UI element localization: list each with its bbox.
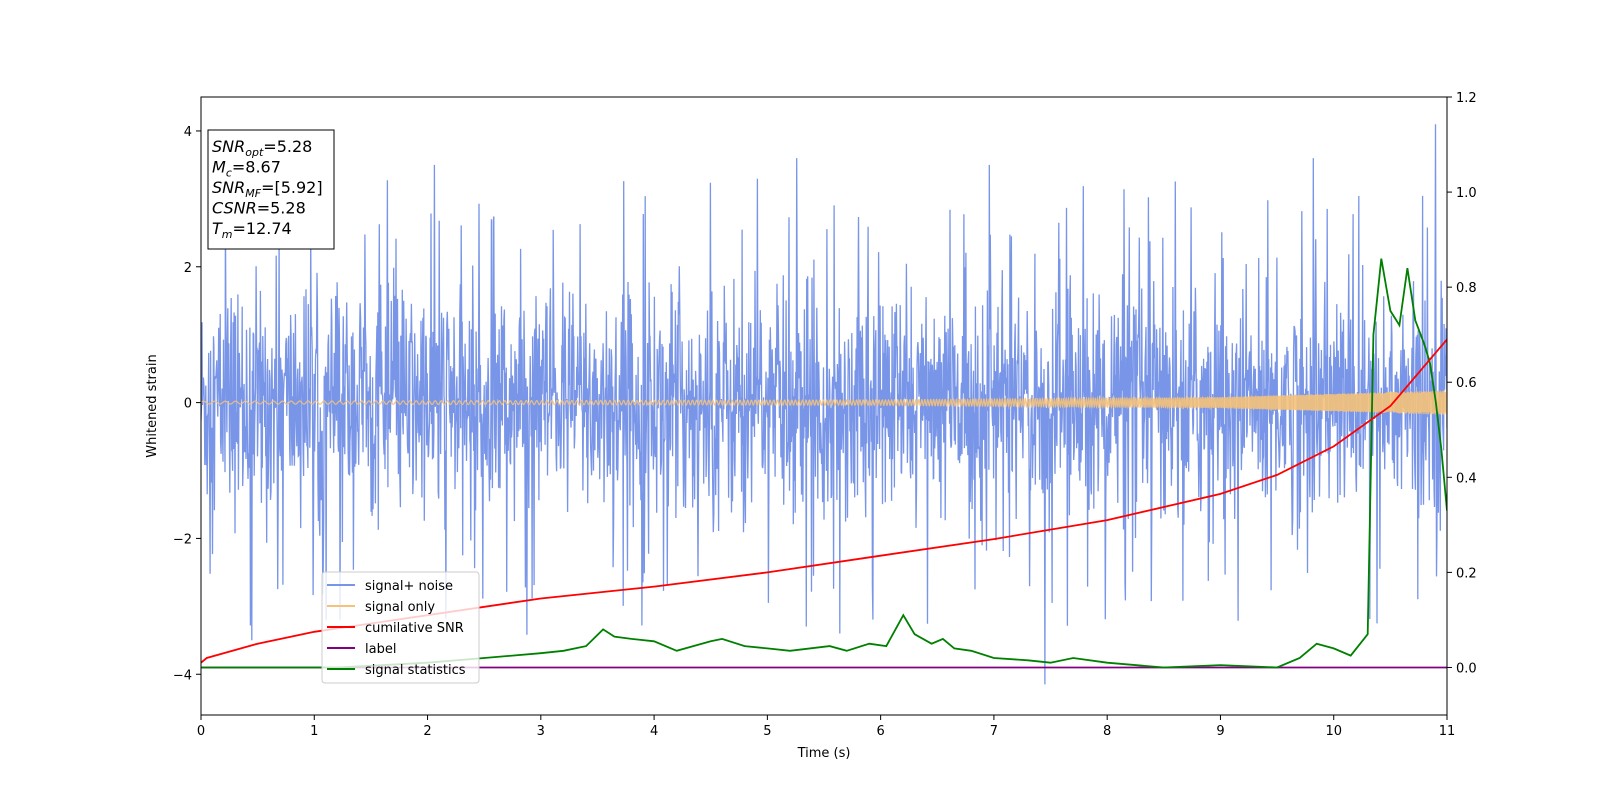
y-axis-label: Whitened strain bbox=[145, 354, 160, 457]
annotation-line: Tm=12.74 bbox=[212, 219, 292, 241]
annotation-line: SNRMF=[5.92] bbox=[212, 178, 323, 200]
x-tick-label: 4 bbox=[650, 724, 658, 739]
x-tick-label: 11 bbox=[1439, 724, 1456, 739]
y-left-tick-label: −2 bbox=[173, 532, 192, 547]
legend-label: cumilative SNR bbox=[365, 621, 464, 636]
x-tick-label: 1 bbox=[310, 724, 318, 739]
legend-label: signal statistics bbox=[365, 663, 466, 678]
y-right-tick-label: 0.6 bbox=[1456, 376, 1477, 391]
x-tick-label: 0 bbox=[197, 724, 205, 739]
x-tick-label: 8 bbox=[1103, 724, 1111, 739]
legend-label: signal+ noise bbox=[365, 579, 453, 594]
annotation-line: CSNR=5.28 bbox=[212, 199, 306, 218]
y-right-tick-label: 1.2 bbox=[1456, 91, 1477, 106]
legend-label: signal only bbox=[365, 600, 435, 615]
legend-label: label bbox=[365, 642, 396, 657]
y-right-tick-label: 1.0 bbox=[1456, 186, 1477, 201]
y-right-tick-label: 0.4 bbox=[1456, 471, 1477, 486]
series-signal-plus-noise-line bbox=[201, 124, 1447, 685]
legend-frame bbox=[321, 571, 480, 684]
x-tick-label: 10 bbox=[1325, 724, 1342, 739]
x-tick-label: 9 bbox=[1216, 724, 1224, 739]
plot-frame bbox=[200, 96, 1448, 716]
y-right-tick-label: 0.0 bbox=[1456, 661, 1477, 676]
x-tick-label: 6 bbox=[876, 724, 884, 739]
annotation-frame bbox=[207, 129, 335, 250]
legend: signal+ noise signal only cumilative SNR la… bbox=[321, 571, 480, 684]
x-tick-label: 2 bbox=[423, 724, 431, 739]
x-tick-label: 5 bbox=[763, 724, 771, 739]
series-signal-only-line bbox=[201, 390, 1447, 415]
y-left-tick-label: 2 bbox=[184, 261, 192, 276]
y-left-tick-label: 0 bbox=[184, 397, 192, 412]
annotation-line: Mc=8.67 bbox=[212, 158, 281, 180]
series-signal-statistics-line bbox=[201, 258, 1447, 669]
axes: 0 1 2 3 4 5 6 7 8 9 10 11 −4 −2 0 2 4 0.0 0.2 0.4 0.6 0.8 1.0 1… bbox=[173, 91, 1477, 739]
snr-annotation-box: SNRopt=5.28Mc=8.67SNRMF=[5.92]CSNR=5.28T… bbox=[207, 129, 335, 250]
x-axis-label: Time (s) bbox=[797, 746, 851, 761]
x-tick-label: 3 bbox=[537, 724, 545, 739]
y-left-tick-label: 4 bbox=[184, 125, 192, 140]
y-right-tick-label: 0.8 bbox=[1456, 281, 1477, 296]
annotation-line: SNRopt=5.28 bbox=[212, 137, 312, 159]
y-right-tick-label: 0.2 bbox=[1456, 566, 1477, 581]
y-left-tick-label: −4 bbox=[173, 668, 192, 683]
series-cumulative-snr-line bbox=[201, 338, 1447, 664]
x-tick-label: 7 bbox=[990, 724, 998, 739]
